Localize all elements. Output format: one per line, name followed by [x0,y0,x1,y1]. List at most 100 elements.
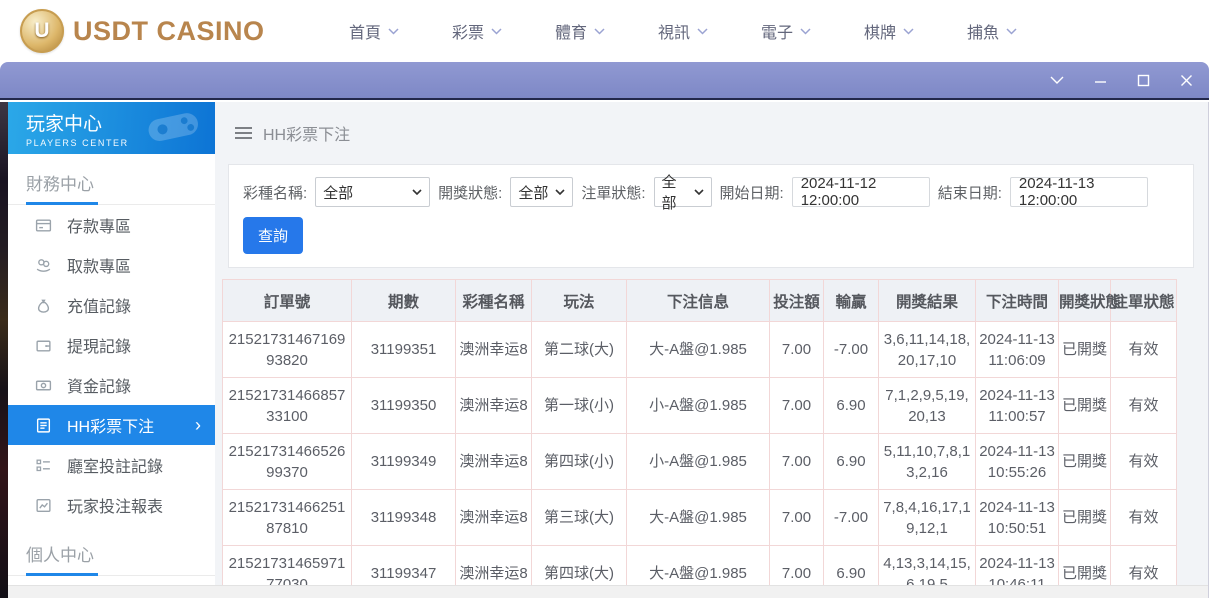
site-logo[interactable]: U USDT CASINO [20,9,265,53]
chevron-down-icon [594,27,605,35]
lottery-type-select[interactable]: 全部 [315,177,431,207]
logo-coin-icon: U [20,9,64,53]
wallet-icon [35,337,52,354]
cell-play-type: 第三球(大) [531,489,627,546]
horizontal-scrollbar[interactable] [8,585,1208,598]
sidebar-item-withdrawal-record[interactable]: 提現記錄 [8,325,215,365]
nav-item-electronic[interactable]: 電子 [735,19,838,43]
page-title: HH彩票下注 [263,127,351,144]
cell-draw-status: 已開獎 [1058,377,1111,434]
nav-item-home[interactable]: 首頁 [323,19,426,43]
start-date-input[interactable]: 2024-11-12 12:00:00 [791,175,930,209]
nav-item-sports[interactable]: 體育 [529,19,632,43]
cell-bet-time: 2024-11-13 11:00:57 [975,377,1059,434]
document-icon [35,417,52,434]
table-row: 2152173146716993820 31199351 澳洲幸运8 第二球(大… [222,321,1177,378]
chevron-down-icon [555,189,565,195]
cell-bet-info: 小-A盤@1.985 [626,433,770,490]
col-bet-amount: 投注額 [769,279,824,322]
select-value: 全部 [323,184,354,202]
cell-draw-result: 5,11,10,7,8,13,2,16 [878,433,976,490]
button-row: 查詢 [243,217,1179,254]
cell-bet-time: 2024-11-13 11:06:09 [975,321,1059,378]
sidebar-item-hh-lottery-bets[interactable]: HH彩票下注 › [8,405,215,445]
banknote-icon [35,377,52,394]
table-row: 2152173146685733100 31199350 澳洲幸运8 第一球(小… [222,377,1177,434]
nav-label: 棋牌 [864,25,897,42]
hamburger-menu-icon[interactable] [235,127,252,139]
nav-item-live[interactable]: 視訊 [632,19,735,43]
sidebar-item-hall-bet-record[interactable]: 廳室投註記錄 [8,445,215,485]
filter-row: 彩種名稱: 全部 開獎狀態: 全部 注單狀態: 全部 開始 [243,174,1179,212]
players-center-title: 玩家中心 [26,114,103,135]
app-window: 玩家中心 PLAYERS CENTER 財務中心 存款專區 [0,62,1209,598]
breadcrumb: HH彩票下注 [215,102,1208,158]
sidebar-item-withdraw[interactable]: 取款專區 [8,245,215,285]
cell-lottery-name: 澳洲幸运8 [455,489,532,546]
sidebar-item-label: 存款專區 [67,219,132,236]
cell-draw-result: 3,6,11,14,18,20,17,10 [878,321,976,378]
draw-status-label: 開獎狀態: [438,184,503,202]
top-site-bar: U USDT CASINO 首頁 彩票 體育 視訊 電子 棋牌 捕魚 [0,0,1209,62]
bank-card-icon [35,217,52,234]
main-nav: 首頁 彩票 體育 視訊 電子 棋牌 捕魚 [323,19,1044,43]
select-value: 全部 [661,174,677,212]
table-header-row: 訂單號 期數 彩種名稱 玩法 下注信息 投注額 輸贏 開獎結果 下注時間 開獎狀… [222,279,1177,322]
sidebar-item-label: 玩家投注報表 [67,499,164,516]
hand-coins-icon [35,257,52,274]
sidebar-header: 玩家中心 PLAYERS CENTER [8,102,215,154]
logo-monogram: U [34,19,50,42]
window-collapse-icon[interactable] [1050,76,1064,85]
chevron-right-icon: › [195,415,201,435]
sidebar-item-funds-record[interactable]: 資金記錄 [8,365,215,405]
cell-period: 31199349 [351,433,456,490]
cell-order-no: 2152173146685733100 [222,377,352,434]
draw-status-select[interactable]: 全部 [510,177,574,207]
cell-order-no: 2152173146716993820 [222,321,352,378]
sidebar-item-player-bet-report[interactable]: 玩家投注報表 [8,485,215,525]
cell-period: 31199350 [351,377,456,434]
window-titlebar [0,62,1209,100]
chevron-down-icon [800,27,811,35]
order-status-select[interactable]: 全部 [653,174,712,212]
cell-draw-status: 已開獎 [1058,433,1111,490]
sidebar-item-deposit[interactable]: 存款專區 [8,205,215,245]
nav-item-chess[interactable]: 棋牌 [838,19,941,43]
cell-bet-amount: 7.00 [769,321,824,378]
cell-win-loss: 6.90 [823,433,879,490]
col-bet-info: 下注信息 [626,279,770,322]
sidebar-item-label: 提現記錄 [67,339,132,356]
logo-text: USDT CASINO [73,15,265,46]
cell-lottery-name: 澳洲幸运8 [455,433,532,490]
chevron-down-icon [412,189,422,195]
cell-win-loss: 6.90 [823,377,879,434]
background-image-strip [0,102,8,598]
window-maximize-icon[interactable] [1137,74,1150,87]
window-minimize-icon[interactable] [1094,74,1107,87]
chevron-down-icon [388,27,399,35]
cell-order-status: 有效 [1110,489,1177,546]
nav-item-lottery[interactable]: 彩票 [426,19,529,43]
search-button[interactable]: 查詢 [243,217,304,254]
order-status-label: 注單狀態: [581,184,646,202]
sidebar-item-recharge-record[interactable]: 充值記錄 [8,285,215,325]
sidebar-item-label: 充值記錄 [67,299,132,316]
cell-draw-status: 已開獎 [1058,489,1111,546]
section-finance-center: 財務中心 [26,175,94,194]
bets-table: 訂單號 期數 彩種名稱 玩法 下注信息 投注額 輸贏 開獎結果 下注時間 開獎狀… [222,279,1177,598]
bets-table-wrap: 訂單號 期數 彩種名稱 玩法 下注信息 投注額 輸贏 開獎結果 下注時間 開獎狀… [222,279,1208,598]
cell-draw-status: 已開獎 [1058,321,1111,378]
col-bet-time: 下注時間 [975,279,1059,322]
col-order-status: 注單狀態 [1110,279,1177,322]
nav-label: 視訊 [658,25,691,42]
nav-item-fishing[interactable]: 捕魚 [941,19,1044,43]
chevron-down-icon [697,27,708,35]
col-play-type: 玩法 [531,279,627,322]
section-personal-center: 個人中心 [26,546,94,565]
sidebar-item-label: HH彩票下注 [67,419,155,436]
end-date-input[interactable]: 2024-11-13 12:00:00 [1009,175,1148,209]
window-close-icon[interactable] [1180,74,1193,87]
end-date-label: 結束日期: [937,184,1002,202]
cell-draw-result: 7,1,2,9,5,19,20,13 [878,377,976,434]
chevron-down-icon [903,27,914,35]
